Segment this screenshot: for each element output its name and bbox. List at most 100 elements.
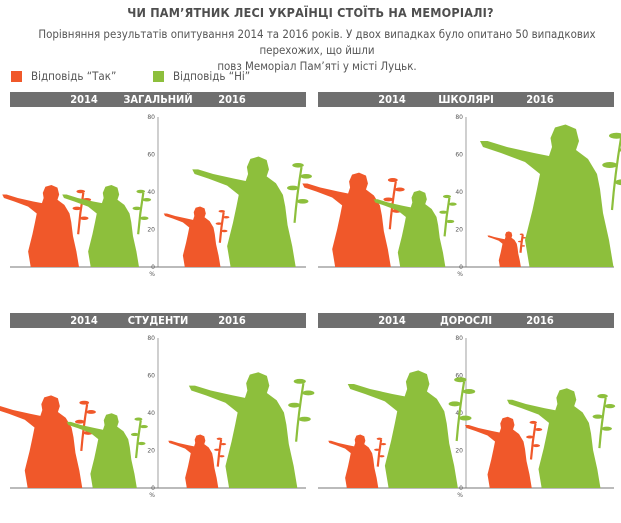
- mark-yes-2016-leaf: [521, 245, 525, 247]
- mark-no-2016: [192, 156, 312, 267]
- y-tick-label: 60: [147, 373, 155, 380]
- panel-header: 2014 СТУДЕНТИ 2016: [10, 313, 306, 328]
- mark-yes-2014-leaf: [387, 178, 398, 183]
- mark-yes-2014-leaf: [79, 216, 89, 220]
- mark-yes-2014-leaf: [72, 206, 82, 211]
- header-year-2014: 2014: [378, 93, 406, 106]
- mark-yes-2014-leaf: [394, 187, 405, 192]
- mark-yes-2014-branch: [77, 192, 85, 235]
- mark-no-2016-leaf: [292, 162, 304, 168]
- panel-header: 2014 ДОРОСЛІ 2016: [318, 313, 614, 328]
- mark-no-2014-branch: [134, 420, 142, 459]
- legend-item-yes: Відповідь “Так”: [11, 68, 116, 84]
- mark-no-2016-body: [192, 156, 296, 267]
- mark-yes-2016-leaf: [529, 420, 537, 424]
- mark-no-2016-leaf: [592, 414, 604, 419]
- y-tick-label: 20: [455, 227, 463, 234]
- mark-yes-2014-leaf: [376, 437, 383, 440]
- mark-no-2014-leaf: [462, 389, 476, 394]
- mark-yes-2016-branch: [218, 211, 225, 243]
- mark-no-2016-leaf: [615, 179, 621, 186]
- mark-no-2014-body: [62, 185, 140, 267]
- mark-yes-2016-leaf: [223, 216, 230, 219]
- y-unit-label: %: [457, 271, 463, 278]
- mark-yes-2014: [328, 434, 387, 488]
- mark-no-2016-branch: [598, 397, 607, 449]
- mark-yes-2014-leaf: [380, 443, 387, 446]
- y-tick-label: 60: [455, 152, 463, 159]
- y-tick-label: 40: [147, 189, 155, 196]
- chart-subtitle: Порівняння результатів опитування 2014 т…: [22, 26, 612, 74]
- subtitle-line-2: повз Меморіал Пам’яті у місті Луцьк.: [217, 59, 417, 73]
- mark-no-2014-leaf: [439, 210, 448, 214]
- y-unit-label: %: [457, 492, 463, 499]
- mark-no-2014-leaf: [448, 202, 457, 206]
- mark-no-2014-branch: [443, 197, 451, 237]
- mark-no-2016: [507, 388, 616, 488]
- mark-no-2014-body: [347, 370, 458, 488]
- y-unit-label: %: [149, 271, 155, 278]
- mark-yes-2016-body: [487, 231, 521, 267]
- mark-yes-2016-leaf: [221, 229, 228, 233]
- mark-no-2016-body: [507, 388, 601, 488]
- header-category: ЗАГАЛЬНИЙ: [123, 93, 193, 106]
- mark-no-2014-leaf: [442, 194, 452, 199]
- mark-no-2016-body: [480, 124, 614, 267]
- y-unit-label: %: [149, 492, 155, 499]
- mark-no-2016-body: [188, 372, 298, 488]
- header-year-2016: 2016: [218, 93, 246, 106]
- mark-no-2014-leaf: [137, 441, 146, 446]
- header-year-2016: 2016: [526, 314, 554, 327]
- mark-no-2014-leaf: [459, 415, 472, 421]
- mark-yes-2016-leaf: [216, 437, 223, 440]
- mark-yes-2014-leaf: [79, 400, 90, 405]
- mark-yes-2016-leaf: [532, 444, 540, 448]
- mark-no-2014-leaf: [136, 189, 146, 194]
- mark-yes-2016-body: [465, 416, 532, 488]
- y-tick-label: 80: [455, 114, 463, 121]
- y-tick-label: 20: [147, 227, 155, 234]
- mark-yes-2016: [465, 416, 543, 488]
- mark-no-2016-branch: [610, 137, 621, 211]
- y-tick-label: 60: [147, 152, 155, 159]
- mark-no-2016: [188, 372, 315, 488]
- mark-no-2014-leaf: [130, 432, 139, 437]
- mark-yes-2016-leaf: [518, 240, 522, 243]
- mark-yes-2014-body: [2, 185, 80, 267]
- mark-no-2014-leaf: [448, 401, 461, 407]
- mark-no-2014-leaf: [446, 219, 455, 224]
- header-year-2014: 2014: [378, 314, 406, 327]
- y-tick-label: 40: [147, 410, 155, 417]
- mark-no-2014-branch: [137, 192, 145, 235]
- header-category: ДОРОСЛІ: [439, 314, 493, 327]
- y-tick-label: 0: [459, 264, 463, 271]
- mark-no-2014: [347, 370, 476, 488]
- subtitle-line-1: Порівняння результатів опитування 2014 т…: [38, 27, 596, 57]
- mark-yes-2016-leaf: [218, 455, 225, 458]
- mark-yes-2014-leaf: [383, 197, 394, 202]
- mark-no-2016-leaf: [302, 390, 315, 396]
- mark-yes-2014-body: [328, 434, 379, 488]
- legend-swatch-no: [153, 70, 164, 82]
- mark-yes-2016-branch: [519, 234, 524, 253]
- mark-no-2016-branch: [295, 383, 305, 442]
- mark-no-2016-branch: [293, 166, 303, 223]
- header-category: ШКОЛЯРІ: [438, 93, 494, 106]
- mark-yes-2016-branch: [529, 423, 537, 460]
- mark-no-2016-leaf: [604, 404, 616, 409]
- mark-yes-2016-leaf: [522, 237, 527, 239]
- mark-no-2016-leaf: [609, 132, 621, 139]
- mark-yes-2016: [163, 206, 230, 267]
- y-tick-label: 80: [147, 335, 155, 342]
- header-year-2016: 2016: [218, 314, 246, 327]
- mark-no-2016-leaf: [601, 426, 612, 431]
- mark-no-2014-body: [373, 190, 446, 267]
- mark-no-2016-leaf: [293, 378, 306, 384]
- mark-yes-2014-leaf: [74, 419, 85, 424]
- legend-label-no: Відповідь “Ні”: [173, 69, 251, 83]
- y-tick-label: 20: [455, 448, 463, 455]
- mark-no-2016-leaf: [597, 394, 608, 399]
- mark-yes-2016-leaf: [519, 233, 524, 235]
